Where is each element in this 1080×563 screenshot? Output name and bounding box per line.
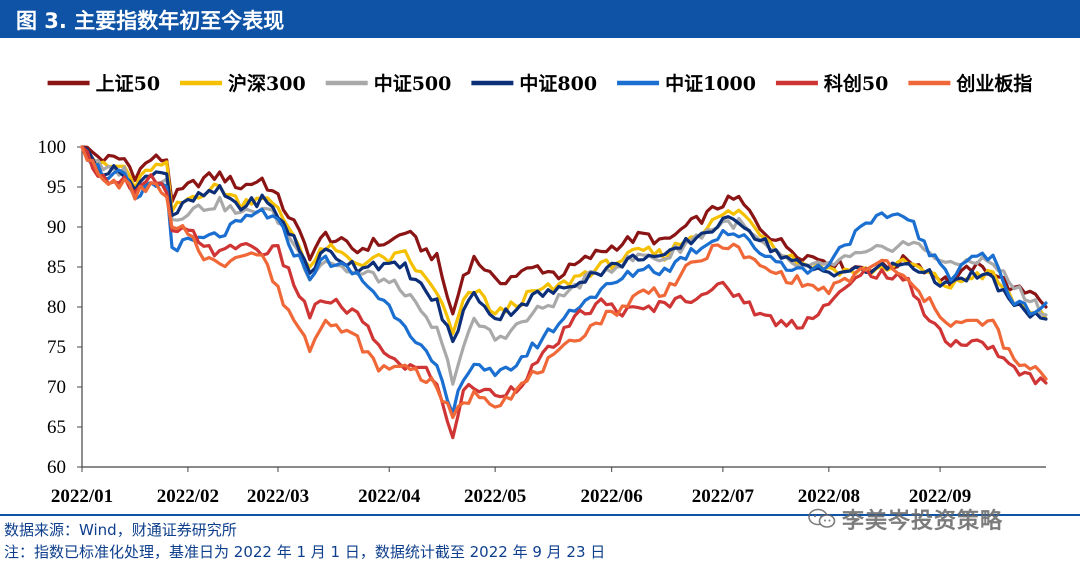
x-tick-label: 2022/02 xyxy=(157,486,219,507)
x-tick-label: 2022/08 xyxy=(798,486,860,507)
series-line-5 xyxy=(80,145,1048,416)
y-tick-label: 80 xyxy=(47,297,66,318)
y-tick-label: 95 xyxy=(47,177,66,198)
title-bar: 图 3. 主要指数年初至今表现 xyxy=(0,0,1080,38)
legend-label-7: 创业板指 xyxy=(955,72,1032,95)
chart-note: 注：指数已标准化处理，基准日为 2022 年 1 月 1 日，数据统计截至 20… xyxy=(4,543,606,561)
figure-title: 图 3. 主要指数年初至今表现 xyxy=(16,9,285,33)
watermark: 李美岑投资策略 xyxy=(808,503,1003,535)
y-tick-label: 90 xyxy=(47,217,66,238)
y-tick-label: 60 xyxy=(47,457,66,478)
series-line-6 xyxy=(80,145,1048,440)
legend-label-1: 上证50 xyxy=(96,73,160,95)
y-tick-label: 75 xyxy=(47,337,66,358)
data-source: 数据来源：Wind，财通证券研究所 xyxy=(4,521,237,539)
legend-label-3: 中证500 xyxy=(374,72,452,95)
line-chart: 上证50 沪深300 中证500 中证800 中证1000 科创50 创业板指 60 65 70… xyxy=(38,72,1048,507)
series-line-3 xyxy=(80,145,1048,386)
watermark-text: 李美岑投资策略 xyxy=(842,509,1004,534)
y-tick-label: 65 xyxy=(47,417,66,438)
legend-label-5: 中证1000 xyxy=(665,72,756,95)
wechat-icon xyxy=(808,508,836,528)
x-tick-label: 2022/05 xyxy=(464,486,526,507)
x-tick-label: 2022/06 xyxy=(581,486,643,507)
series-line-2 xyxy=(80,145,1048,336)
chart-series xyxy=(80,145,1048,440)
footer-divider xyxy=(0,514,1080,516)
x-tick-label: 2022/04 xyxy=(358,486,421,507)
y-tick-label: 70 xyxy=(47,377,66,398)
series-line-4 xyxy=(80,145,1048,344)
legend-label-2: 沪深300 xyxy=(228,72,306,95)
chart-axes: 60 65 70 75 80 85 90 95 100 2022/01 2022/02 2022/03… xyxy=(38,137,1046,507)
legend-label-6: 科创50 xyxy=(824,72,888,95)
legend-label-4: 中证800 xyxy=(519,72,597,95)
y-tick-label: 100 xyxy=(38,137,67,158)
x-tick-label: 2022/03 xyxy=(247,486,309,507)
x-tick-label: 2022/09 xyxy=(909,486,971,507)
legend: 上证50 沪深300 中证500 中证800 中证1000 科创50 创业板指 xyxy=(47,72,1032,95)
series-line-7 xyxy=(80,145,1048,420)
x-tick-label: 2022/01 xyxy=(51,486,113,507)
y-tick-label: 85 xyxy=(47,257,66,278)
x-tick-label: 2022/07 xyxy=(692,486,755,507)
